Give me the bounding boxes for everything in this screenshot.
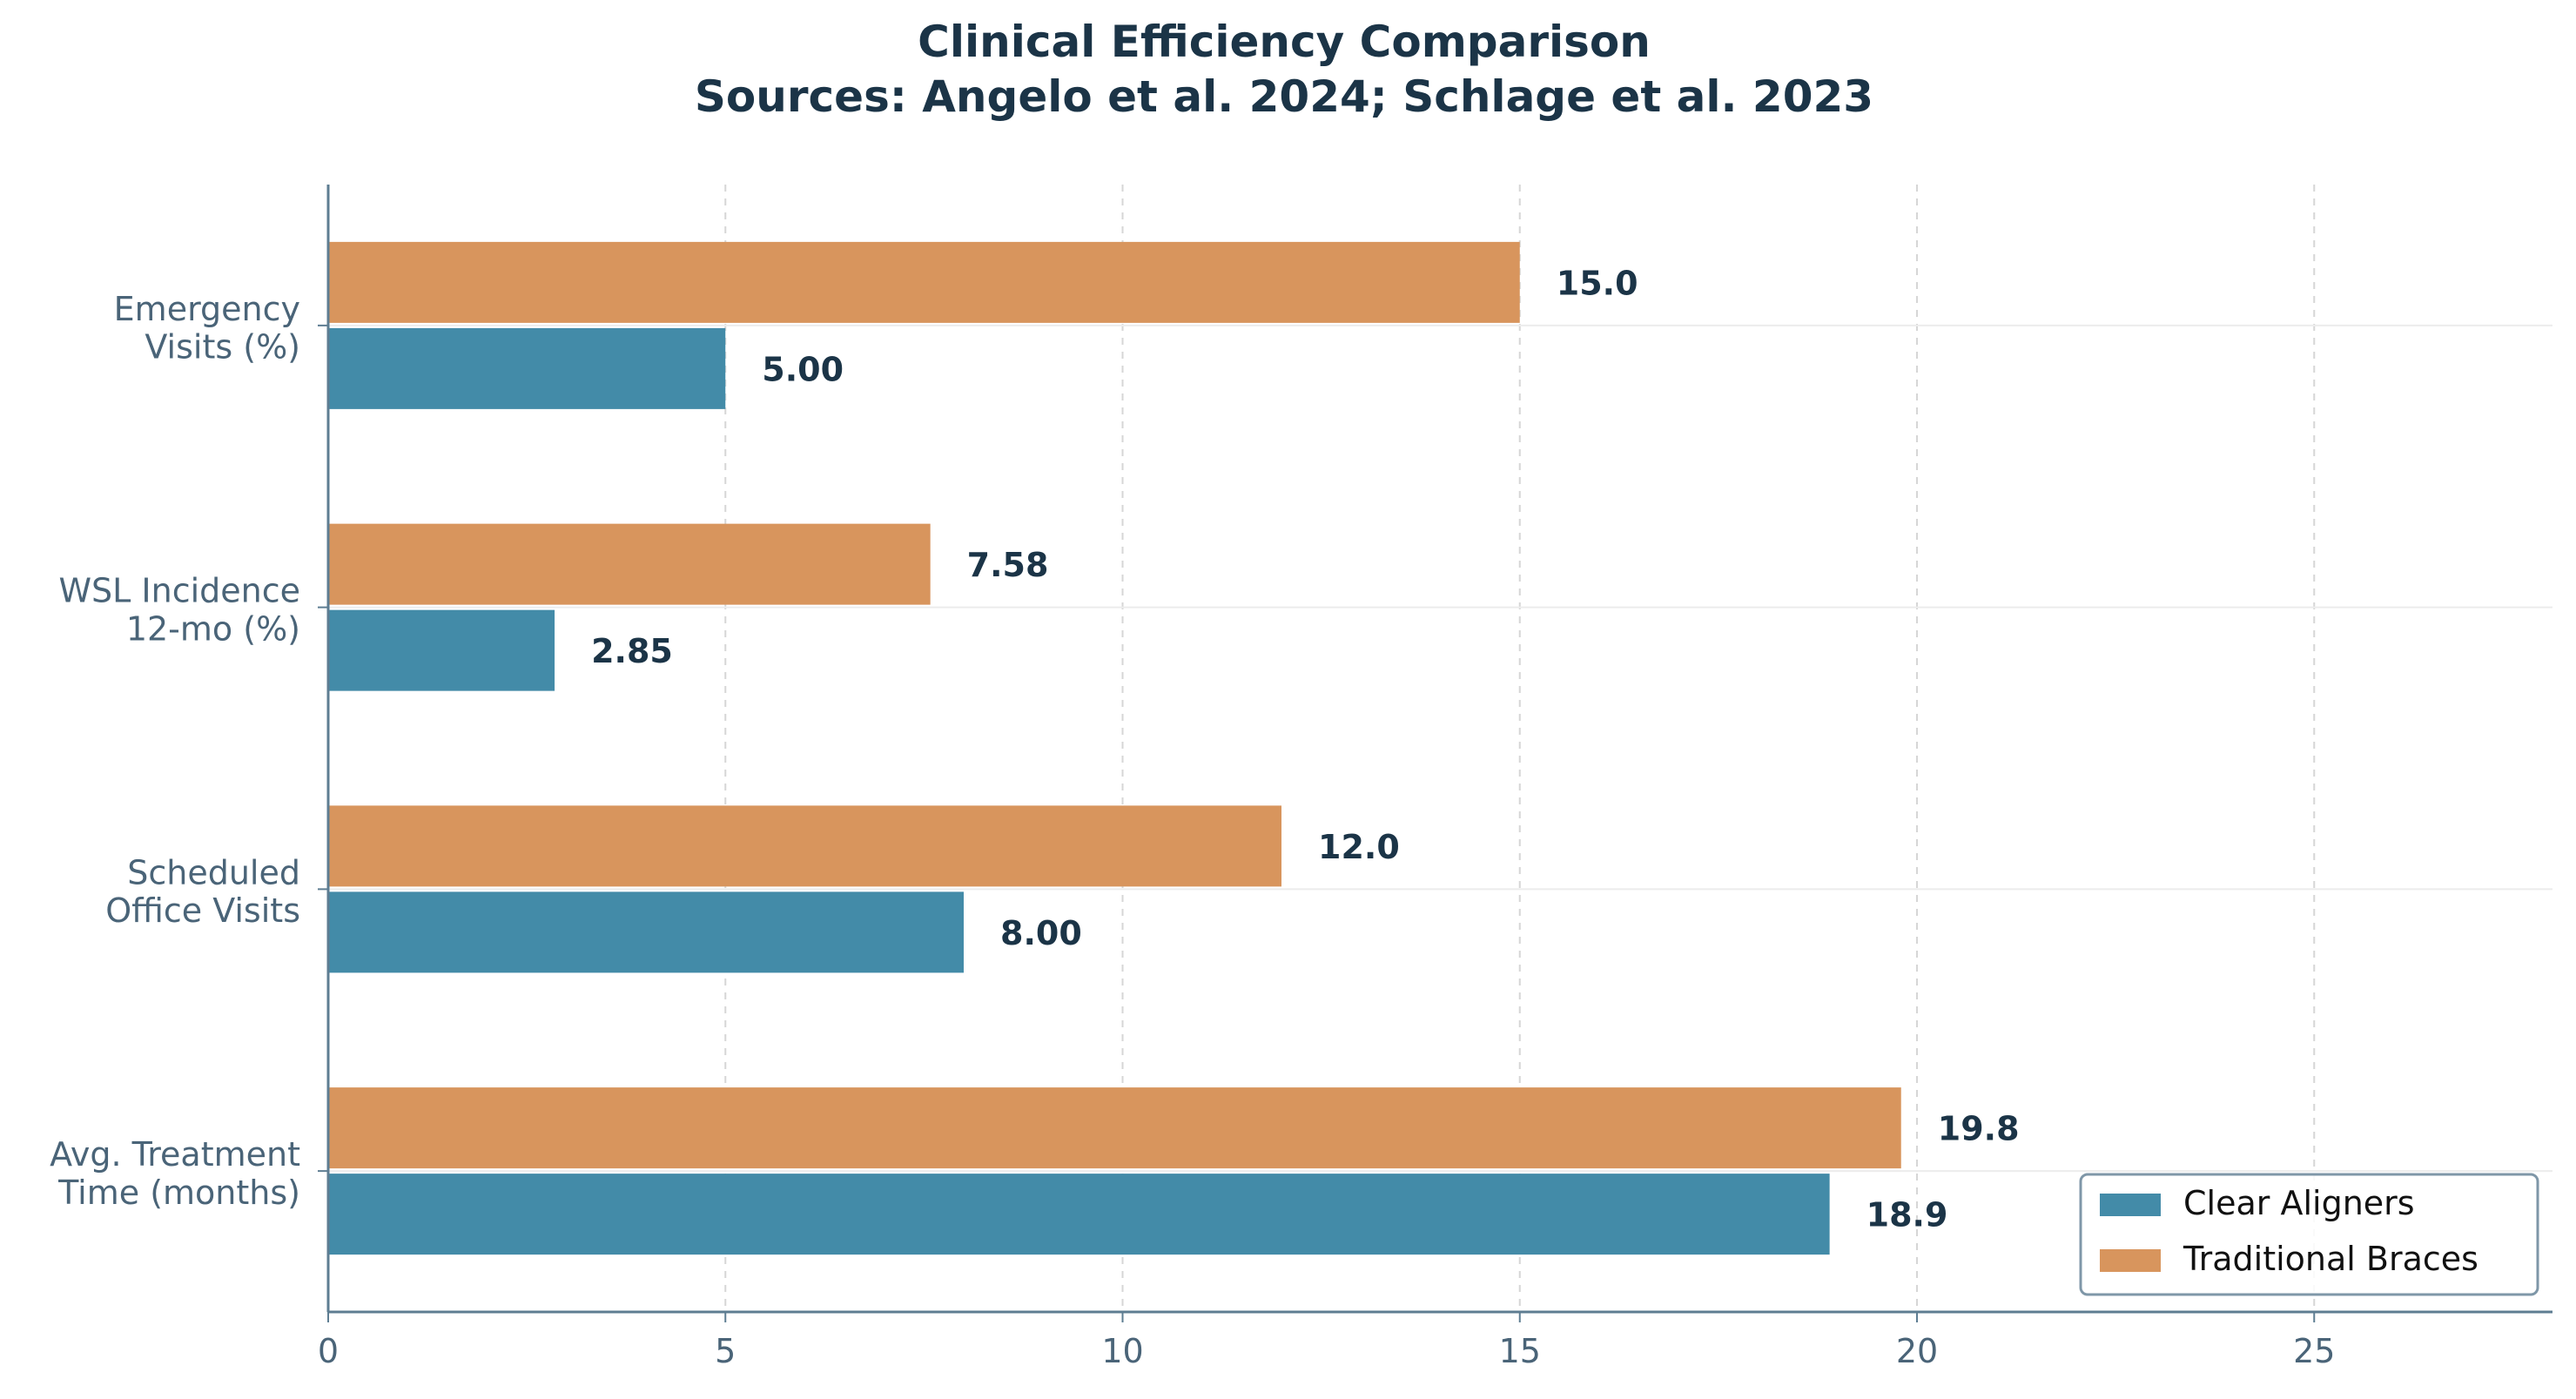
value-label-traditional-braces: 12.0 xyxy=(1318,828,1400,866)
chart-title: Clinical Efficiency Comparison xyxy=(918,17,1651,67)
y-tick-label-line: 12-mo (%) xyxy=(126,609,300,648)
y-tick-label-line: Scheduled xyxy=(127,853,300,891)
x-tick-label: 0 xyxy=(318,1332,339,1370)
bar-clear-aligners xyxy=(328,891,964,973)
y-tick-label-line: WSL Incidence xyxy=(58,572,300,610)
bar-clear-aligners xyxy=(328,327,726,409)
value-label-clear-aligners: 18.9 xyxy=(1866,1196,1948,1234)
y-tick-label: Avg. Treatment Time (months) xyxy=(50,1135,300,1212)
y-tick-label: WSL Incidence 12-mo (%) xyxy=(58,572,300,649)
x-tick-label: 25 xyxy=(2293,1332,2335,1370)
bars xyxy=(328,241,1901,1255)
legend-swatch xyxy=(2100,1249,2161,1272)
value-labels: 15.0 5.00 7.58 2.85 12.0 8.00 19.8 18.9 xyxy=(591,264,2019,1234)
value-label-traditional-braces: 7.58 xyxy=(967,546,1049,584)
y-tick-label: Scheduled Office Visits xyxy=(105,853,300,930)
bar-traditional-braces xyxy=(328,805,1281,887)
chart-subtitle: Sources: Angelo et al. 2024; Schlage et … xyxy=(695,71,1873,122)
y-tick-label: Emergency Visits (%) xyxy=(114,290,300,367)
y-tick-label-line: Time (months) xyxy=(57,1174,300,1212)
bar-traditional-braces xyxy=(328,1087,1901,1169)
legend: Clear Aligners Traditional Braces xyxy=(2079,1173,2539,1296)
y-tick-label-line: Office Visits xyxy=(105,891,300,930)
value-label-traditional-braces: 19.8 xyxy=(1938,1110,2020,1148)
bar-traditional-braces xyxy=(328,241,1520,323)
y-tick-label-line: Avg. Treatment xyxy=(50,1135,300,1174)
bar-traditional-braces xyxy=(328,523,931,605)
y-tick-label-line: Emergency xyxy=(114,290,300,328)
bar-clear-aligners xyxy=(328,1174,1830,1255)
x-tick-label: 5 xyxy=(715,1332,736,1370)
value-label-clear-aligners: 2.85 xyxy=(591,632,673,670)
legend-label: Clear Aligners xyxy=(2183,1184,2415,1222)
x-tick-label: 10 xyxy=(1101,1332,1143,1370)
value-label-clear-aligners: 5.00 xyxy=(762,350,844,388)
category-separators xyxy=(328,324,2552,1173)
value-label-traditional-braces: 15.0 xyxy=(1557,264,1638,302)
x-tick-label: 15 xyxy=(1499,1332,1541,1370)
y-tick-label-line: Visits (%) xyxy=(145,328,300,367)
legend-label: Traditional Braces xyxy=(2183,1240,2478,1278)
legend-box xyxy=(2079,1173,2539,1296)
x-tick-label: 20 xyxy=(1896,1332,1938,1370)
value-label-clear-aligners: 8.00 xyxy=(1000,914,1082,952)
axes: 0 5 10 15 20 25 Emergency Visits (%) WSL Inciden… xyxy=(50,185,2552,1370)
bar-clear-aligners xyxy=(328,609,555,691)
legend-swatch xyxy=(2100,1194,2161,1216)
